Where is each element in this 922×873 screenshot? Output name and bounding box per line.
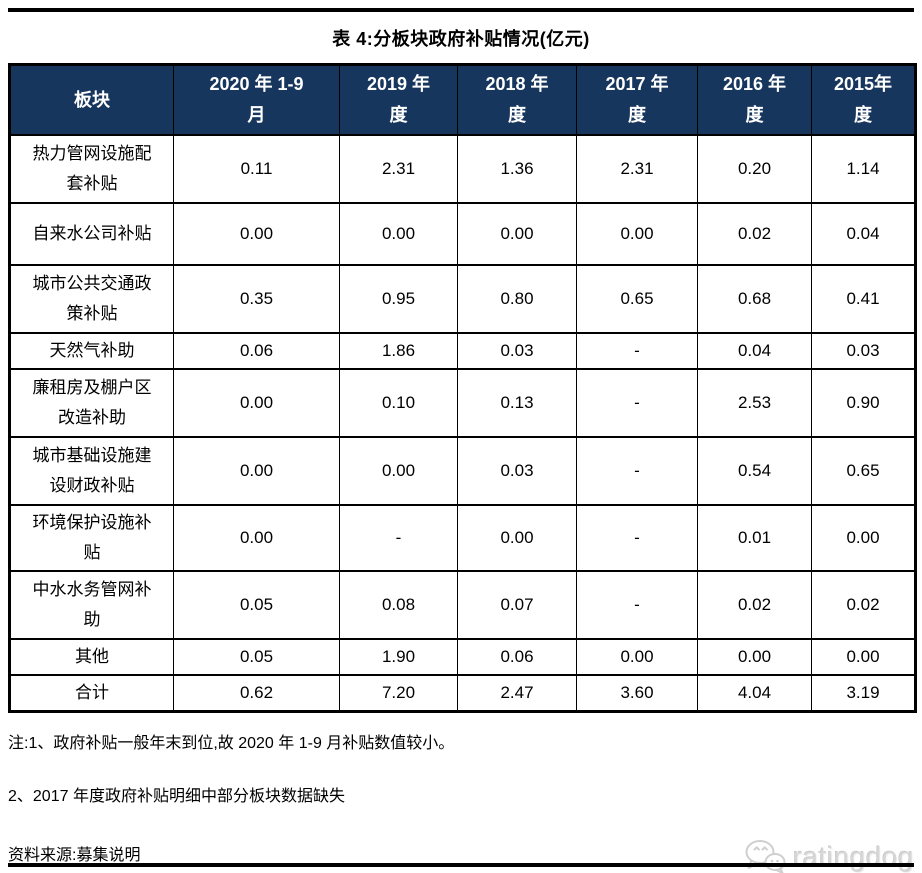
value-cell: - [576,368,698,438]
value-cell: 0.08 [339,570,458,640]
row-label: 自来水公司补贴 [9,202,174,266]
value-cell: 0.00 [811,638,916,676]
value-cell: 0.35 [173,264,340,334]
value-cell: 0.68 [697,264,812,334]
row-label: 廉租房及棚户区 改造补助 [9,368,174,438]
value-cell: 0.04 [811,202,916,266]
value-cell: 0.90 [811,368,916,438]
watermark-text: ratingdog [792,840,914,872]
table-row: 城市基础设施建 设财政补贴 0.00 0.00 0.03-0.54 0.65 [9,436,916,506]
value-cell: - [576,436,698,506]
value-cell: 0.06 [457,638,577,676]
table-row: 环境保护设施补 贴 0.00-0.00-0.01 0.00 [9,504,916,572]
value-cell: 0.00 [339,202,458,266]
row-label: 环境保护设施补 贴 [9,504,174,572]
column-header-period-5: 2016 年 度 [697,63,812,136]
footnote-1: 注:1、政府补贴一般年末到位,故 2020 年 1-9 月补贴数值较小。 [8,734,455,752]
value-cell: 2.53 [697,368,812,438]
table-header-row: 板块 2020 年 1-9 月 2019 年 度 2018 年 度 2017 年 度 20… [9,63,916,136]
source-note: 资料来源:募集说明 [8,847,141,865]
value-cell: 1.36 [457,134,577,204]
value-cell: 0.65 [576,264,698,334]
value-cell: 0.62 [173,673,340,713]
value-cell: 2.31 [576,134,698,204]
value-cell: 0.00 [811,504,916,572]
value-cell: 0.06 [173,332,340,370]
column-header-period-2: 2019 年 度 [339,63,458,136]
ratingdog-watermark: ratingdog [744,839,914,873]
value-cell: 0.03 [457,436,577,506]
value-cell: 0.05 [173,570,340,640]
row-label: 合计 [9,673,174,713]
value-cell: 0.00 [173,202,340,266]
value-cell: - [576,332,698,370]
value-cell: 0.20 [697,134,812,204]
value-cell: 0.02 [697,202,812,266]
value-cell: 0.07 [457,570,577,640]
table-row: 天然气补助 0.06 1.86 0.03-0.04 0.03 [9,332,916,370]
top-divider [8,8,914,12]
value-cell: - [576,504,698,572]
value-cell: 0.00 [173,436,340,506]
value-cell: 0.00 [457,202,577,266]
table-row: 其他 0.05 1.90 0.06 0.00 0.00 0.00 [9,638,916,676]
value-cell: 0.13 [457,368,577,438]
wechat-chat-bubbles-icon [744,839,786,873]
footnote-2: 2、2017 年度政府补贴明细中部分板块数据缺失 [8,788,345,806]
subsidy-table: 板块 2020 年 1-9 月 2019 年 度 2018 年 度 2017 年 度 20… [8,63,917,713]
value-cell: 0.00 [173,368,340,438]
value-cell: 0.41 [811,264,916,334]
table-row: 自来水公司补贴 0.00 0.00 0.00 0.00 0.02 0.04 [9,202,916,266]
column-header-period-3: 2018 年 度 [457,63,577,136]
value-cell: 0.65 [811,436,916,506]
column-header-period-6: 2015年 度 [811,63,916,136]
value-cell: 1.86 [339,332,458,370]
column-header-period-1: 2020 年 1-9 月 [173,63,340,136]
row-label: 热力管网设施配 套补贴 [9,134,174,204]
value-cell: 0.01 [697,504,812,572]
table-title: 表 4:分板块政府补贴情况(亿元) [332,29,590,49]
value-cell: 0.03 [457,332,577,370]
row-label: 城市公共交通政 策补贴 [9,264,174,334]
table-row: 热力管网设施配 套补贴 0.11 2.31 1.36 2.31 0.20 1.14 [9,134,916,204]
value-cell: 0.00 [173,504,340,572]
value-cell: 0.03 [811,332,916,370]
row-label: 城市基础设施建 设财政补贴 [9,436,174,506]
value-cell: 1.14 [811,134,916,204]
value-cell: 3.19 [811,673,916,713]
table-row: 廉租房及棚户区 改造补助 0.00 0.10 0.13-2.53 0.90 [9,368,916,438]
value-cell: 0.00 [697,638,812,676]
row-label: 天然气补助 [9,332,174,370]
value-cell: 0.80 [457,264,577,334]
value-cell: 2.47 [457,673,577,713]
value-cell: 7.20 [339,673,458,713]
table-row: 城市公共交通政 策补贴 0.35 0.95 0.80 0.65 0.68 0.41 [9,264,916,334]
row-label: 中水水务管网补 助 [9,570,174,640]
bottom-divider [8,863,914,867]
value-cell: 0.02 [697,570,812,640]
value-cell: 0.04 [697,332,812,370]
value-cell: 0.00 [339,436,458,506]
value-cell: 0.00 [576,202,698,266]
value-cell: 0.95 [339,264,458,334]
value-cell: 0.02 [811,570,916,640]
row-label: 其他 [9,638,174,676]
value-cell: 0.00 [576,638,698,676]
value-cell: 4.04 [697,673,812,713]
value-cell: 0.05 [173,638,340,676]
value-cell: 0.00 [457,504,577,572]
value-cell: 3.60 [576,673,698,713]
value-cell: 0.54 [697,436,812,506]
value-cell: - [339,504,458,572]
column-header-period-4: 2017 年 度 [576,63,698,136]
value-cell: 1.90 [339,638,458,676]
value-cell: 0.10 [339,368,458,438]
value-cell: 0.11 [173,134,340,204]
value-cell: 2.31 [339,134,458,204]
table-row: 合计 0.62 7.20 2.47 3.60 4.04 3.19 [9,673,916,713]
value-cell: - [576,570,698,640]
table-row: 中水水务管网补 助 0.05 0.08 0.07-0.02 0.02 [9,570,916,640]
column-header-segment: 板块 [9,63,174,136]
